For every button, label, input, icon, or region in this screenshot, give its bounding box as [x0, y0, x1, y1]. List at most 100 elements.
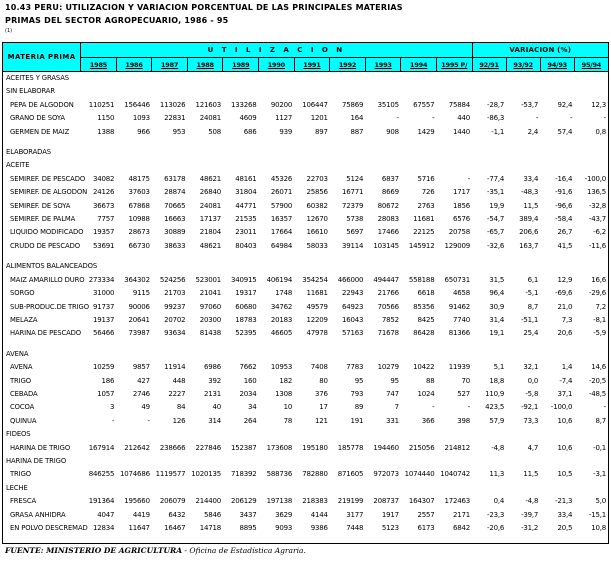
- variation-cell: 5,0: [595, 497, 606, 506]
- value-cell: 846255: [88, 470, 115, 479]
- row-label: SUB-PRODUC.DE TRIGO: [10, 302, 89, 311]
- value-cell: 966: [137, 127, 150, 136]
- utilizacion-group-header: U T I L I Z A C I O N: [80, 42, 473, 58]
- variation-cell: -: [569, 114, 573, 123]
- variation-cell: 33,4: [557, 510, 573, 519]
- row-label: QUINUA: [10, 416, 37, 425]
- value-cell: -: [147, 416, 151, 425]
- value-cell: 214812: [444, 443, 471, 452]
- value-cell: 215056: [408, 443, 435, 452]
- variation-cell: -20,5: [588, 376, 606, 385]
- value-cell: 1150: [97, 114, 115, 123]
- variation-cell: -: [603, 114, 607, 123]
- spacer-row: [3, 535, 609, 544]
- value-cell: 88: [425, 376, 435, 385]
- value-cell: 3177: [346, 510, 364, 519]
- row-label: HARINA DE TRIGO: [10, 443, 71, 452]
- value-cell: 38633: [164, 241, 186, 250]
- value-cell: 80: [319, 376, 328, 385]
- value-cell: 63178: [164, 174, 186, 183]
- variation-cell: -3,1: [593, 470, 606, 479]
- variation-cell: -53,7: [521, 100, 539, 109]
- value-cell: 19357: [92, 228, 115, 237]
- variation-cell: -91,6: [555, 188, 573, 197]
- section-row: ALIMENTOS BALANCEADOS: [3, 260, 609, 273]
- variation-cell: 11,5: [523, 201, 539, 210]
- value-cell: 70566: [377, 302, 399, 311]
- value-cell: 17466: [377, 228, 399, 237]
- value-cell: 22943: [342, 289, 364, 298]
- value-cell: 173608: [266, 443, 293, 452]
- variation-cell: -: [535, 114, 539, 123]
- value-cell: 354254: [302, 275, 328, 284]
- value-cell: 191: [350, 416, 364, 425]
- value-cell: 227846: [195, 443, 221, 452]
- value-cell: 99237: [164, 302, 186, 311]
- variation-cell: -16,4: [555, 174, 573, 183]
- value-cell: 440: [457, 114, 471, 123]
- table-title-note: (1): [5, 28, 13, 34]
- variation-cell: -15,1: [588, 510, 606, 519]
- section-label: ACEITES Y GRASAS: [6, 74, 69, 82]
- value-cell: 28673: [128, 228, 150, 237]
- value-cell: 1717: [453, 188, 471, 197]
- section-row: ELABORADAS: [3, 146, 609, 159]
- value-cell: 113026: [159, 100, 186, 109]
- row-label: HARINA DE PESCADO: [10, 329, 82, 338]
- variation-cell: -96,6: [555, 201, 573, 210]
- year-header: 1987: [151, 57, 188, 72]
- value-cell: 12209: [306, 315, 328, 324]
- value-cell: 793: [350, 389, 364, 398]
- variation-cell: -48,3: [521, 188, 539, 197]
- variation-cell: 31,4: [489, 315, 505, 324]
- value-cell: 6837: [381, 174, 399, 183]
- value-cell: 34082: [92, 174, 115, 183]
- value-cell: 1748: [275, 289, 293, 298]
- value-cell: 5846: [203, 510, 221, 519]
- value-cell: 448: [172, 376, 186, 385]
- year-header: 1990: [258, 57, 295, 72]
- variation-cell: -100,0: [550, 403, 573, 412]
- variation-col-header: 94/93: [539, 57, 575, 72]
- value-cell: 206129: [231, 497, 257, 506]
- variation-cell: 18,8: [489, 376, 505, 385]
- variation-cell: 19,1: [489, 329, 505, 338]
- value-cell: 340915: [231, 275, 257, 284]
- year-header: 1992: [329, 57, 366, 72]
- value-cell: 212642: [124, 443, 150, 452]
- value-cell: 90200: [270, 100, 293, 109]
- value-cell: 53691: [92, 241, 115, 250]
- table-row: QUINUA - - 126 314 264 78 121 191 331 366 398 57,9 73…: [3, 415, 609, 428]
- variation-cell: 7,3: [561, 315, 573, 324]
- value-cell: 19317: [235, 289, 257, 298]
- variation-cell: -69,6: [555, 289, 573, 298]
- variation-cell: 7,2: [595, 302, 606, 311]
- table-body: ACEITES Y GRASAS SIN ELABORAR PEPA DE ALGO…: [3, 72, 609, 544]
- variation-cell: 423,5: [485, 403, 505, 412]
- table-row: MELAZA 19137 20641 20702 20300 18783 20183 1220…: [3, 314, 609, 327]
- value-cell: 90006: [128, 302, 150, 311]
- variation-col-header-label: 93/92: [513, 60, 533, 69]
- variation-cell: -6,2: [593, 228, 606, 237]
- value-cell: 871605: [337, 470, 364, 479]
- value-cell: 908: [386, 127, 399, 136]
- table-row: SUB-PRODUC.DE TRIGO 91737 90006 99237 97060 6…: [3, 301, 609, 314]
- variation-cell: -58,4: [555, 215, 573, 224]
- variation-col-header-label: 95/94: [581, 60, 602, 69]
- value-cell: 20183: [270, 315, 293, 324]
- value-cell: 48621: [199, 174, 221, 183]
- table-row: GERMEN DE MAIZ 1388 966 953 508 686 939 897 887 9…: [3, 126, 609, 139]
- value-cell: 126: [172, 416, 186, 425]
- spacer-row: [3, 253, 609, 260]
- value-cell: 686: [243, 127, 257, 136]
- value-cell: 45326: [270, 174, 293, 183]
- row-label: COCOA: [10, 403, 35, 412]
- value-cell: 95: [390, 376, 399, 385]
- value-cell: 3437: [239, 510, 257, 519]
- variation-cell: 30,9: [489, 302, 505, 311]
- row-label: LIQUIDO MODIFICADO: [10, 228, 84, 237]
- value-cell: 31000: [92, 289, 115, 298]
- value-cell: 6842: [453, 524, 471, 532]
- value-cell: 39114: [342, 241, 364, 250]
- value-cell: 524256: [159, 275, 186, 284]
